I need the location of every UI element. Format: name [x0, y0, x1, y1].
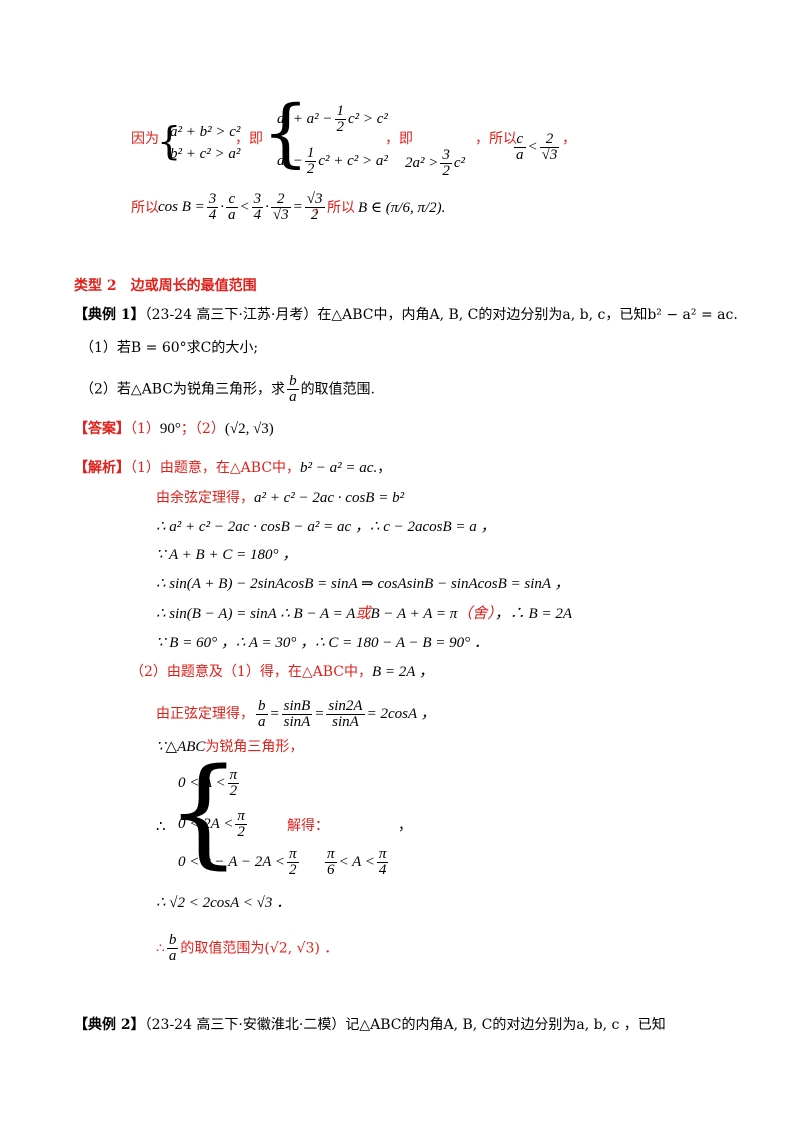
- example2-line: 【典例 2】（23-24 高三下·安徽淮北·二模）记△ABC的内角A, B, C…: [74, 1016, 666, 1034]
- range-B: B ∈ (π/6, π/2).: [358, 200, 446, 216]
- example2-text: 记△ABC的内角A, B, C的对边分别为a, b, c ，已知: [345, 1017, 666, 1033]
- analysis-line: ∴ sin(A + B) − 2sinAcosB = sinA ⇒ cosAsi…: [156, 576, 570, 592]
- example1-source: （23-24 高三下·江苏·月考）: [144, 307, 318, 323]
- ji-label: ，即: [235, 131, 263, 147]
- system-row: a² + a² −1 2 c² > c²: [277, 103, 388, 135]
- analysis-line: ∴ a² + c² − 2ac · cosB − a² = ac ，∴ c − …: [156, 519, 496, 535]
- system-brace: {: [262, 90, 310, 176]
- example1-label: 【典例 1】: [74, 307, 145, 323]
- system-row: a² + b² > c²: [170, 124, 241, 140]
- system-brace: {: [157, 119, 182, 163]
- cos-expression: cos B = 3 4 · c a <3 4 · 2 √3 = √3 2: [158, 191, 325, 223]
- analysis-line: ∵ B = 60° ，∴ A = 30° ，∴ C = 180 − A − B …: [156, 635, 489, 651]
- system-row: a² −1 2 c² + c² > a²: [277, 145, 388, 177]
- system-row: 0 < A < π 2: [178, 767, 240, 799]
- example2-source: （23-24 高三下·安徽淮北·二模）: [144, 1017, 346, 1033]
- cos-prefix: 所以: [131, 200, 159, 216]
- example1-line: 【典例 1】（23-24 高三下·江苏·月考）在△ABC中，内角A, B, C的…: [74, 306, 738, 324]
- analysis-line: ∵ A + B + C = 180° ，: [156, 547, 298, 563]
- analysis-line: ∴ √2 < 2cosA < √3 ．: [156, 895, 292, 911]
- analysis-line: 【解析】（1）由题意，在△ABC中，b² − a² = ac.，: [74, 460, 392, 476]
- system-row: 0 < π − A − 2A < π 2: [178, 846, 299, 878]
- system-brace: {: [166, 742, 242, 880]
- analysis-line: 由正弦定理得， b a = sinB sinA = sin2A sinA = 2cosA ，: [156, 698, 436, 730]
- example1-q2: （2）若△ABC为锐角三角形，求 b a 的取值范围.: [80, 373, 376, 405]
- analysis-label: 【解析】: [74, 460, 130, 476]
- system-row: 0 < 2A < π 2: [178, 808, 247, 840]
- jiede-label: 解得：: [287, 818, 329, 834]
- solution-range: π 6 < A < π 4: [325, 846, 389, 878]
- system-row: b² + c² > a²: [170, 146, 241, 162]
- answer-line: 【答案】（1）90°；（2）(√2, √3): [74, 421, 274, 437]
- math-ineq: c a <2 √3: [514, 131, 560, 163]
- suoyi-label: ，所以: [475, 131, 517, 147]
- because-label: 因为: [131, 131, 159, 147]
- example1-q1: （1）若B = 60°求C的大小;: [80, 340, 259, 356]
- result-label: ，所以: [313, 200, 355, 216]
- analysis-line: ∵△ABC为锐角三角形，: [156, 739, 304, 755]
- analysis-line: 由余弦定理得，a² + c² − 2ac · cosB = b²: [156, 490, 405, 506]
- analysis-line: （2）由题意及（1）得，在△ABC中，B = 2A ，: [130, 664, 434, 680]
- example1-text: 在△ABC中，内角A, B, C的对边分别为a, b, c，已知b² − a² …: [317, 307, 738, 323]
- analysis-line: ∴ b a 的取值范围为(√2, √3) ．: [156, 932, 339, 964]
- type2-heading: 类型 2 边或周长的最值范围: [74, 278, 257, 294]
- analysis-line: ∴ sin(B − A) = sinA ∴ B − A = A或B − A + …: [156, 606, 572, 622]
- ji2-label: ，即: [385, 131, 413, 147]
- answer-label: 【答案】: [74, 421, 130, 437]
- math-ineq: 2a² >3 2 c²: [405, 147, 466, 179]
- example2-label: 【典例 2】: [74, 1017, 145, 1033]
